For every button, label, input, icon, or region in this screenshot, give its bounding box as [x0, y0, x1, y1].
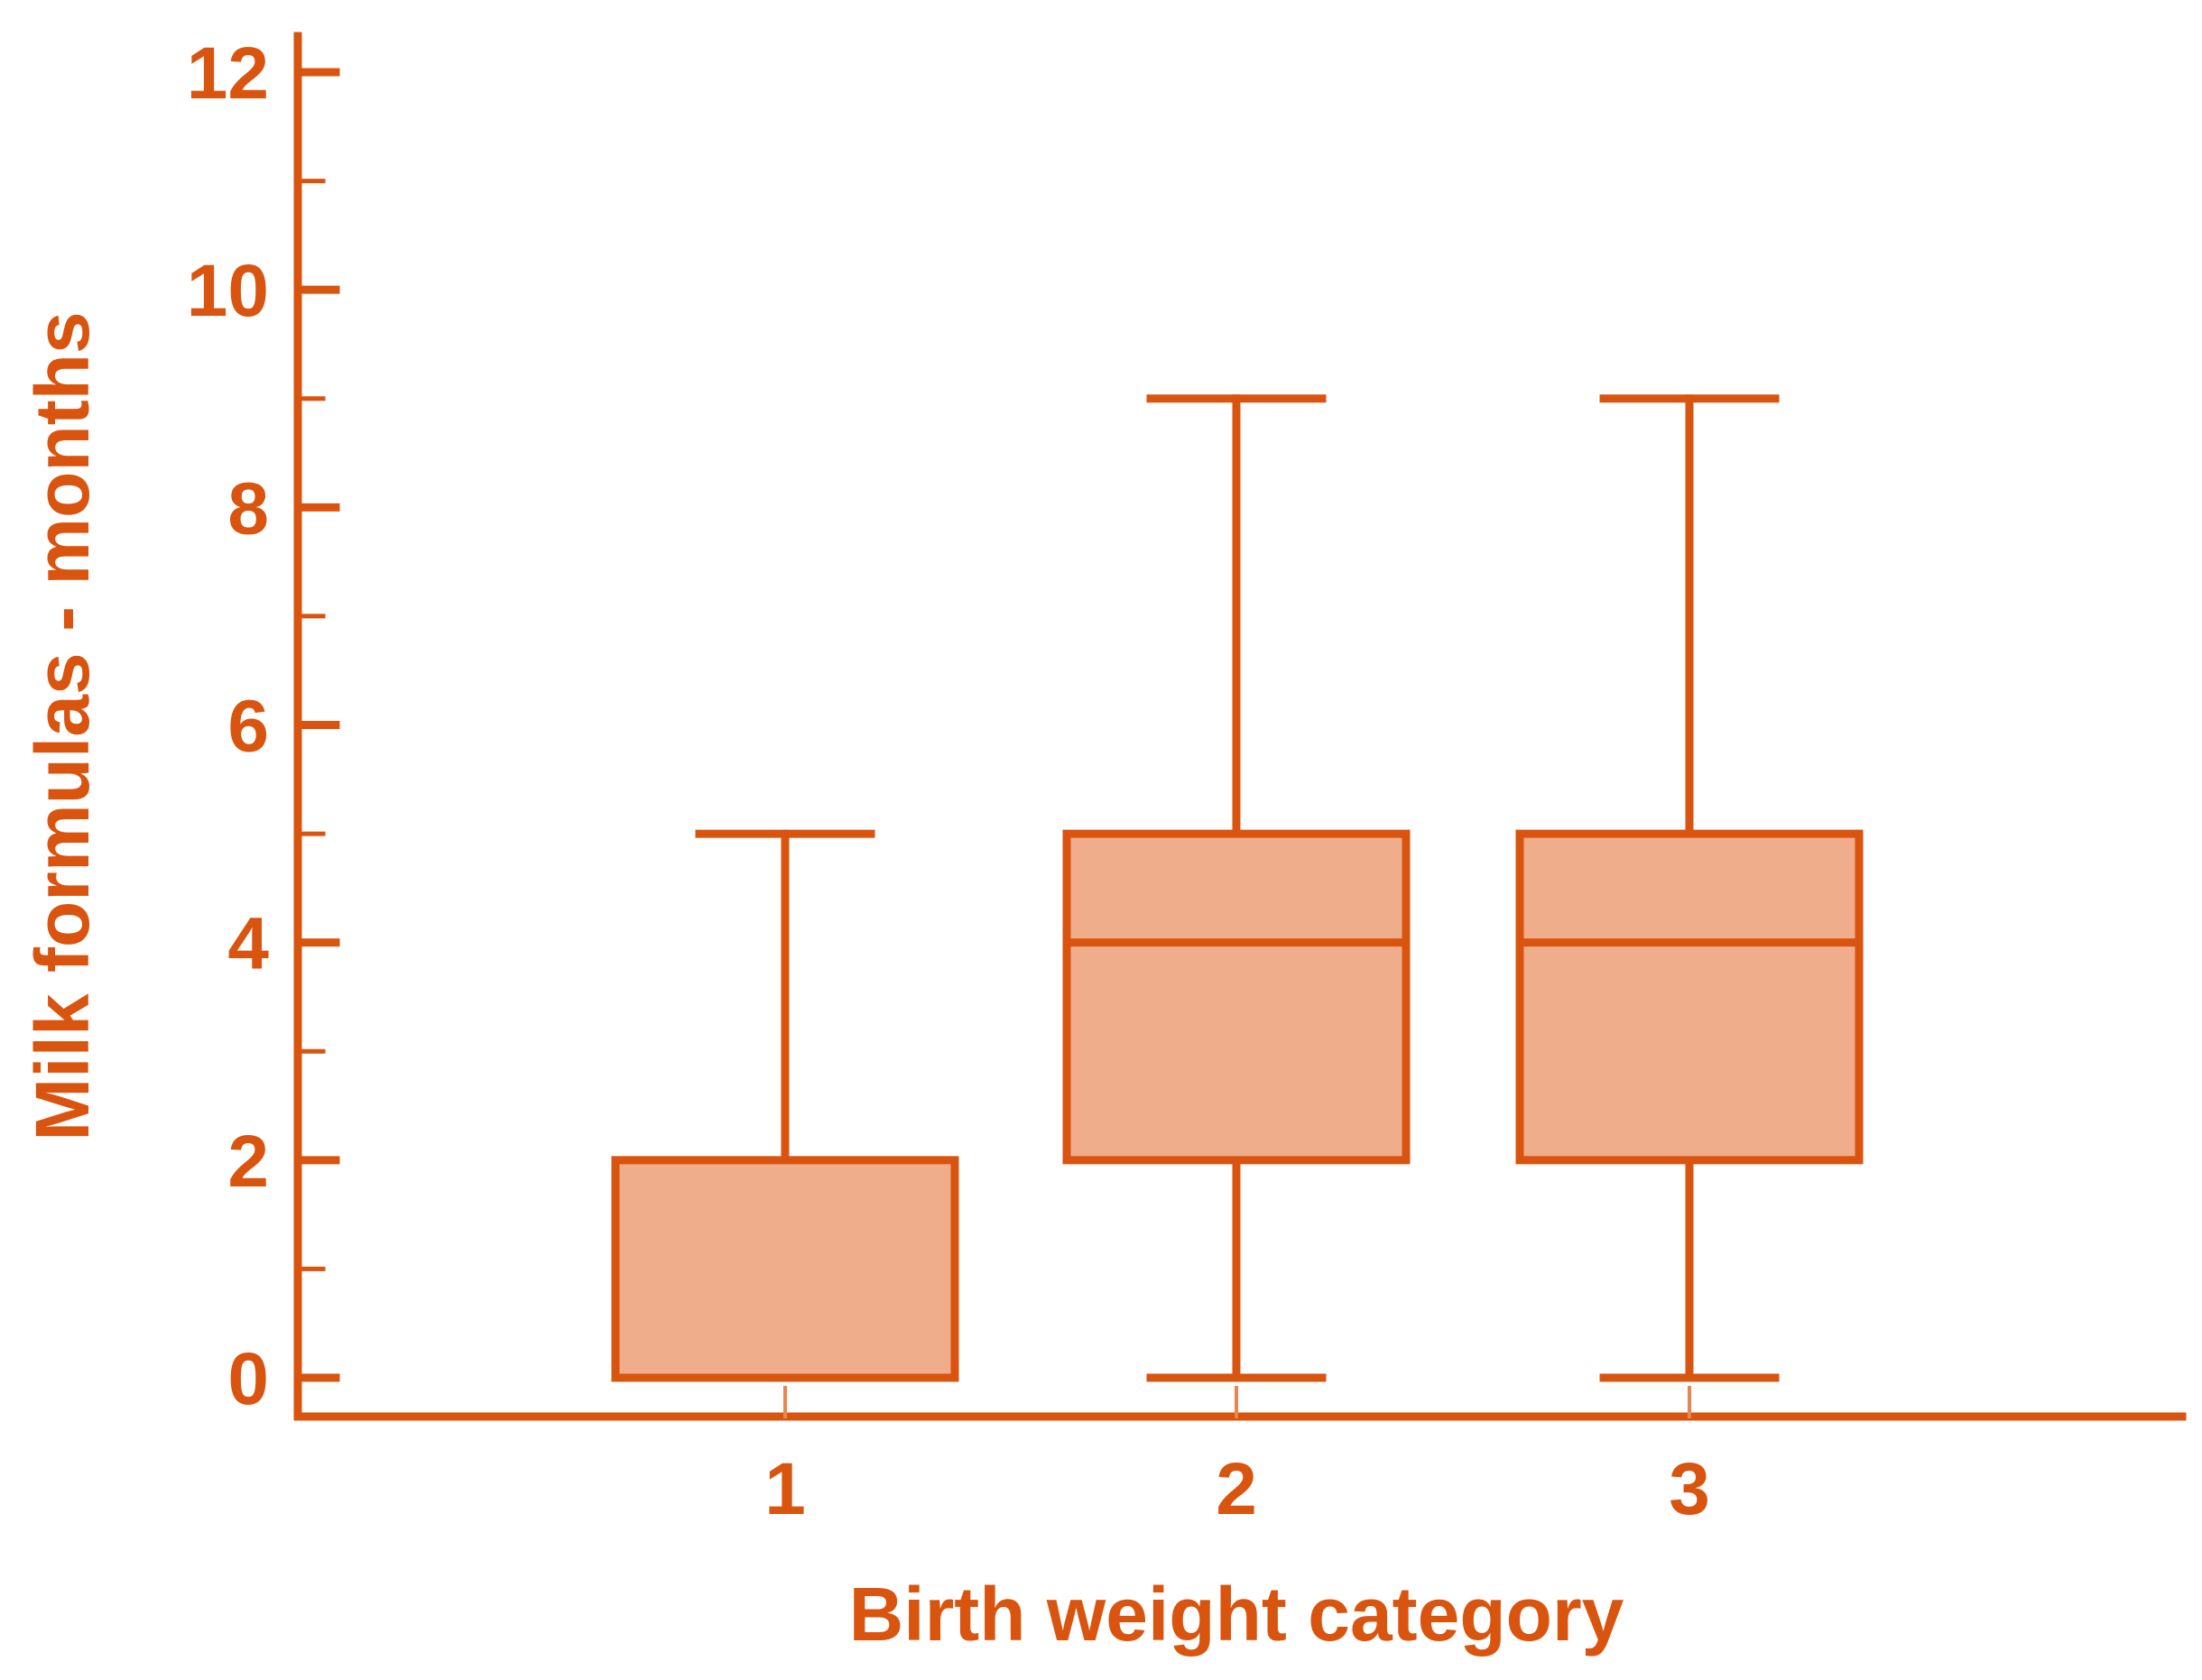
box-2 [1062, 829, 1411, 1165]
y-tick-label-6: 6 [227, 686, 269, 768]
box-group-1 [611, 829, 959, 1382]
y-tick-label-4: 4 [227, 903, 269, 985]
x-axis-title: Birth weight category [849, 1572, 1624, 1657]
axes-layer [293, 32, 2187, 1421]
y-axis-title: Milk formulas - months [20, 311, 105, 1140]
x-tick-label-2: 2 [1216, 1448, 1257, 1530]
y-tick-label-12: 12 [187, 32, 269, 115]
box-group-2 [1062, 394, 1411, 1382]
x-tick-label-3: 3 [1669, 1448, 1710, 1530]
y-tick-label-0: 0 [227, 1338, 269, 1420]
y-tick-label-2: 2 [227, 1121, 269, 1203]
box-1 [611, 1156, 959, 1382]
y-tick-label-10: 10 [187, 250, 269, 332]
x-tick-label-1: 1 [764, 1448, 806, 1530]
boxes-layer [611, 394, 1864, 1382]
box-group-3 [1515, 394, 1864, 1382]
box-3 [1515, 829, 1864, 1165]
y-tick-label-8: 8 [227, 467, 269, 549]
